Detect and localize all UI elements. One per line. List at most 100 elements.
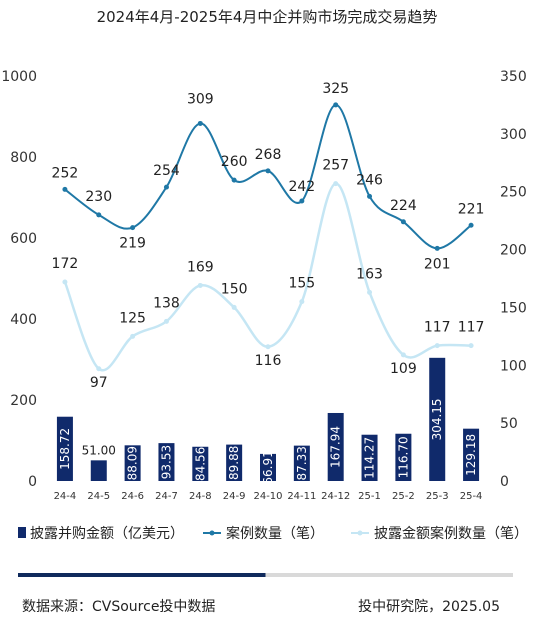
left-tick-label: 400	[10, 312, 37, 328]
disclosed-count-marker	[400, 352, 406, 358]
case-count-label: 201	[424, 256, 451, 272]
bar-data-label: 114.27	[363, 437, 377, 479]
bar	[124, 445, 141, 481]
right-tick-label: 0	[500, 474, 509, 490]
bar-series: 158.72 51.00 88.09 93.53 84.56 89.88 66.91 87.3…	[56, 357, 480, 485]
case-count-label: 254	[153, 163, 180, 179]
bar-data-label: 304.15	[430, 398, 444, 440]
x-tick-label: 25-4	[460, 491, 483, 502]
case-count-label: 246	[356, 172, 383, 188]
publisher-credit: 投中研究院，2025.05	[358, 599, 500, 615]
x-tick-label: 24-12	[321, 491, 350, 502]
bar	[361, 434, 378, 481]
left-tick-label: 1000	[1, 69, 37, 85]
left-tick-label: 0	[28, 474, 37, 490]
bar	[56, 416, 73, 481]
x-tick-label: 24-11	[287, 491, 316, 502]
disclosed-count-label: 117	[424, 320, 451, 336]
right-tick-label: 300	[500, 127, 527, 143]
disclosed-count-label: 125	[119, 310, 146, 326]
case-count-marker	[400, 219, 406, 225]
case-count-marker	[96, 212, 102, 218]
bar	[260, 453, 276, 481]
disclosed-count-label: 97	[90, 375, 108, 391]
disclosed-count-label: 109	[390, 361, 417, 377]
legend-disclosed-marker	[357, 530, 363, 536]
x-axis: 24-4 24-5 24-6 24-7 24-8 24-9 24-10 24-11 24-12 2…	[54, 491, 483, 502]
bar-data-label: 51.00	[82, 443, 116, 457]
legend-bar-label: 披露并购金额（亿美元）	[30, 526, 184, 542]
bar	[90, 460, 107, 481]
legend-case-label: 案例数量（笔）	[226, 525, 324, 542]
disclosed-count-label: 169	[187, 259, 214, 275]
disclosed-count-marker	[265, 344, 271, 350]
bar-data-label: 158.72	[58, 428, 72, 470]
case-count-marker	[299, 198, 305, 204]
x-tick-label: 25-1	[358, 491, 381, 502]
case-count-marker	[163, 184, 169, 190]
disclosed-count-label: 172	[52, 256, 79, 272]
case-count-label: 224	[390, 198, 417, 214]
legend-disclosed-label: 披露金额案例数量（笔）	[374, 525, 528, 542]
bar-data-label: 93.53	[159, 445, 173, 479]
disclosed-count-marker	[163, 318, 169, 324]
bar	[463, 428, 480, 481]
x-tick-label: 24-6	[121, 491, 144, 502]
legend-bar-swatch	[18, 527, 26, 538]
x-tick-label: 24-5	[87, 491, 110, 502]
disclosed-count-label: 155	[288, 276, 315, 292]
disclosed-count-marker	[367, 289, 373, 295]
legend-case-marker	[209, 530, 215, 536]
bar	[395, 433, 412, 481]
line-series: 172 97 125 138 169 150 116 155 257 163 109 117 117 25…	[52, 81, 485, 391]
right-tick-label: 250	[500, 185, 527, 201]
right-tick-label: 50	[500, 416, 518, 432]
x-tick-label: 25-3	[426, 491, 449, 502]
bar-data-label: 88.09	[126, 446, 140, 480]
x-tick-label: 24-4	[54, 491, 77, 502]
right-tick-label: 150	[500, 300, 527, 316]
disclosed-count-label: 138	[153, 295, 180, 311]
bar	[226, 444, 243, 481]
bar	[192, 446, 209, 481]
disclosed-count-label: 116	[255, 353, 282, 369]
bar	[429, 357, 446, 481]
disclosed-count-label: 150	[221, 281, 248, 297]
case-count-label: 230	[85, 189, 112, 205]
x-tick-label: 24-7	[155, 491, 178, 502]
disclosed-count-marker	[434, 343, 440, 349]
case-count-label: 260	[221, 154, 248, 170]
bar-data-label: 129.18	[464, 434, 478, 476]
case-count-marker	[231, 177, 237, 183]
case-count-marker	[367, 193, 373, 199]
disclosed-count-marker	[197, 282, 203, 288]
data-source: 数据来源：CVSource投中数据	[22, 599, 215, 615]
disclosed-count-marker	[333, 181, 339, 187]
bar-data-label: 84.56	[193, 447, 207, 481]
bar-data-label: 87.33	[295, 446, 309, 480]
progress-fill	[18, 573, 266, 577]
bar	[158, 443, 175, 481]
bar-data-label: 89.88	[227, 446, 241, 480]
right-axis: 0 50 100 150 200 250 300 350	[500, 69, 527, 490]
disclosed-count-marker	[130, 333, 136, 339]
case-count-line	[64, 103, 472, 250]
bar	[293, 445, 310, 481]
case-count-label: 219	[119, 236, 146, 252]
case-count-label: 221	[458, 201, 485, 217]
case-count-label: 268	[255, 147, 282, 163]
x-tick-label: 24-9	[223, 491, 246, 502]
right-tick-label: 100	[500, 358, 527, 374]
case-count-marker	[197, 120, 203, 126]
bar-data-label: 167.94	[329, 426, 343, 468]
bar	[327, 412, 344, 481]
right-tick-label: 350	[500, 69, 527, 85]
case-count-label: 325	[322, 81, 349, 97]
case-count-marker	[333, 102, 339, 108]
right-tick-label: 200	[500, 243, 527, 259]
disclosed-count-label: 117	[458, 320, 485, 336]
legend: 披露并购金额（亿美元） 案例数量（笔） 披露金额案例数量（笔）	[18, 525, 528, 542]
disclosed-count-marker	[62, 279, 68, 285]
disclosed-count-label: 257	[322, 158, 349, 174]
